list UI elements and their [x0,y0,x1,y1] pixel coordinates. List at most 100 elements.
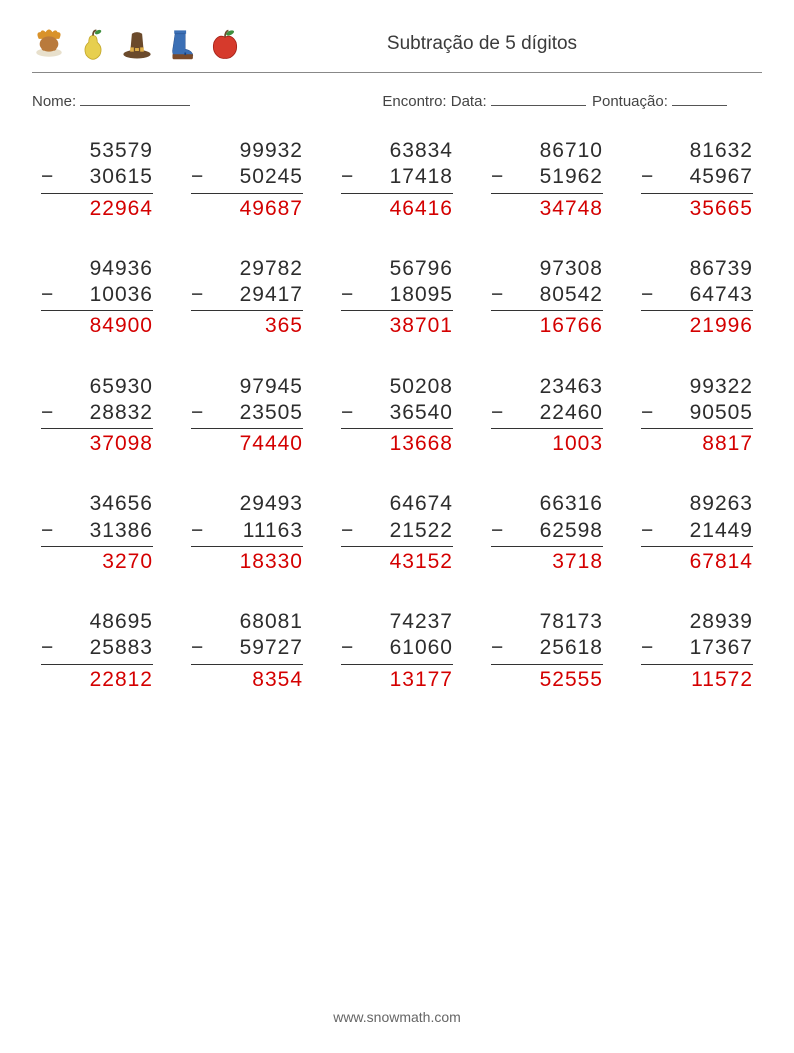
blank-op [491,374,509,400]
problem: 23463−224601003 [491,374,603,458]
blank-op [341,549,359,575]
blank-op [641,549,659,575]
minuend-row: 81632 [641,138,753,164]
problem: 53579−30615 22964 [41,138,153,222]
minuend-row: 23463 [491,374,603,400]
minuend: 68081 [209,609,303,635]
subtrahend-row: −17418 [341,164,453,190]
answer-row: 35665 [641,193,753,222]
name-blank [80,91,190,106]
answer-row: 13668 [341,428,453,457]
minuend: 97308 [509,256,603,282]
problem: 48695−2588322812 [41,609,153,693]
minuend-row: 97945 [191,374,303,400]
blank-op [341,138,359,164]
subtrahend-row: −23505 [191,400,303,426]
subtrahend-row: −31386 [41,518,153,544]
minus-op: − [191,635,209,661]
answer-row: 37098 [41,428,153,457]
date-blank [491,91,586,106]
subtrahend: 18095 [359,282,453,308]
answer: 11572 [659,667,753,693]
answer: 8354 [209,667,303,693]
blank-op [191,609,209,635]
subtrahend-row: −21449 [641,518,753,544]
answer-row: 52555 [491,664,603,693]
minuend: 81632 [659,138,753,164]
blank-op [341,313,359,339]
blank-op [191,256,209,282]
answer-row: 34748 [491,193,603,222]
answer-row: 46416 [341,193,453,222]
subtrahend-row: −25618 [491,635,603,661]
answer-row: 13177 [341,664,453,693]
blank-op [191,549,209,575]
problem: 97308−8054216766 [491,256,603,340]
minus-op: − [341,518,359,544]
minuend: 74237 [359,609,453,635]
blank-op [191,491,209,517]
answer-row: 22964 [41,193,153,222]
minuend-row: 34656 [41,491,153,517]
answer-row: 84900 [41,310,153,339]
subtrahend: 10036 [59,282,153,308]
answer-row: 16766 [491,310,603,339]
answer: 365 [209,313,303,339]
minuend: 66316 [509,491,603,517]
minus-op: − [41,282,59,308]
minuend: 99322 [659,374,753,400]
blank-op [491,491,509,517]
answer: 35665 [659,196,753,222]
problem: 50208−3654013668 [341,374,453,458]
subtrahend: 64743 [659,282,753,308]
blank-op [41,313,59,339]
minuend-row: 97308 [491,256,603,282]
subtrahend-row: −18095 [341,282,453,308]
subtrahend-row: −61060 [341,635,453,661]
minuend-row: 89263 [641,491,753,517]
blank-op [491,667,509,693]
subtrahend: 30615 [59,164,153,190]
answer-row: 8354 [191,664,303,693]
answer-row: 22812 [41,664,153,693]
subtrahend-row: −64743 [641,282,753,308]
subtrahend: 62598 [509,518,603,544]
subtrahend-row: −30615 [41,164,153,190]
subtrahend-row: −28832 [41,400,153,426]
minuend-row: 78173 [491,609,603,635]
subtrahend-row: −90505 [641,400,753,426]
blank-op [641,138,659,164]
answer-row: 11572 [641,664,753,693]
score-field: Pontuação: [592,91,762,110]
subtrahend: 25883 [59,635,153,661]
answer-row: 3718 [491,546,603,575]
turkey-icon [32,27,66,61]
minus-op: − [491,164,509,190]
answer-row: 43152 [341,546,453,575]
subtrahend-row: −11163 [191,518,303,544]
minuend: 53579 [59,138,153,164]
blank-op [41,549,59,575]
answer-row: 67814 [641,546,753,575]
minuend-row: 56796 [341,256,453,282]
problem: 56796−1809538701 [341,256,453,340]
problem: 99322−905058817 [641,374,753,458]
minus-op: − [41,164,59,190]
blank-op [341,609,359,635]
date-field: Encontro: Data: [382,91,592,110]
answer-row: 74440 [191,428,303,457]
subtrahend: 28832 [59,400,153,426]
blank-op [491,196,509,222]
subtrahend-row: −17367 [641,635,753,661]
blank-op [41,667,59,693]
subtrahend: 29417 [209,282,303,308]
minuend: 34656 [59,491,153,517]
subtrahend-row: −50245 [191,164,303,190]
answer: 18330 [209,549,303,575]
blank-op [641,667,659,693]
blank-op [41,256,59,282]
subtrahend: 17367 [659,635,753,661]
answer-row: 49687 [191,193,303,222]
subtrahend-row: −21522 [341,518,453,544]
minuend: 50208 [359,374,453,400]
